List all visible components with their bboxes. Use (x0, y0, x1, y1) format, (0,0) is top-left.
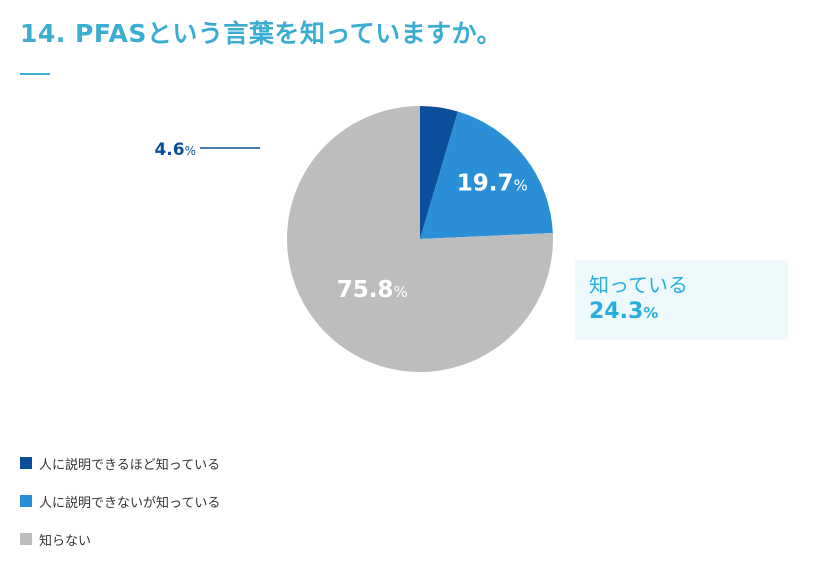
legend-item: 人に説明できるほど知っている (20, 452, 220, 474)
legend-swatch (20, 533, 32, 545)
pie-data-labels: 4.6% 19.7% 75.8% (154, 140, 527, 303)
legend-item: 人に説明できないが知っている (20, 490, 220, 512)
pie-data-label: 75.8% (337, 277, 408, 303)
legend-swatch (20, 495, 32, 507)
legend-label: 人に説明できるほど知っている (39, 457, 221, 473)
known-total-number: 24.3 (589, 299, 644, 324)
legend-label: 知らない (39, 533, 92, 549)
chart-legend: 人に説明できるほど知っている 人に説明できないが知っている 知らない (20, 452, 220, 566)
legend-item: 知らない (20, 528, 220, 550)
pie-data-label: 4.6% (154, 140, 196, 160)
known-total-value: 24.3% (589, 298, 788, 327)
known-total-unit: % (643, 304, 659, 322)
legend-swatch (20, 457, 32, 469)
pie-slice (286, 106, 553, 372)
known-total-callout: 知っている 24.3% (575, 260, 788, 340)
legend-label: 人に説明できないが知っている (39, 495, 221, 511)
pie-slice (420, 106, 458, 239)
chart-title: 14. PFASという言葉を知っていますか。 (20, 19, 503, 48)
pie-data-label: 19.7% (457, 171, 528, 197)
pie-slice (420, 111, 553, 239)
known-total-label: 知っている (589, 273, 688, 297)
title-underline (20, 73, 50, 75)
pie-slices (286, 106, 553, 372)
